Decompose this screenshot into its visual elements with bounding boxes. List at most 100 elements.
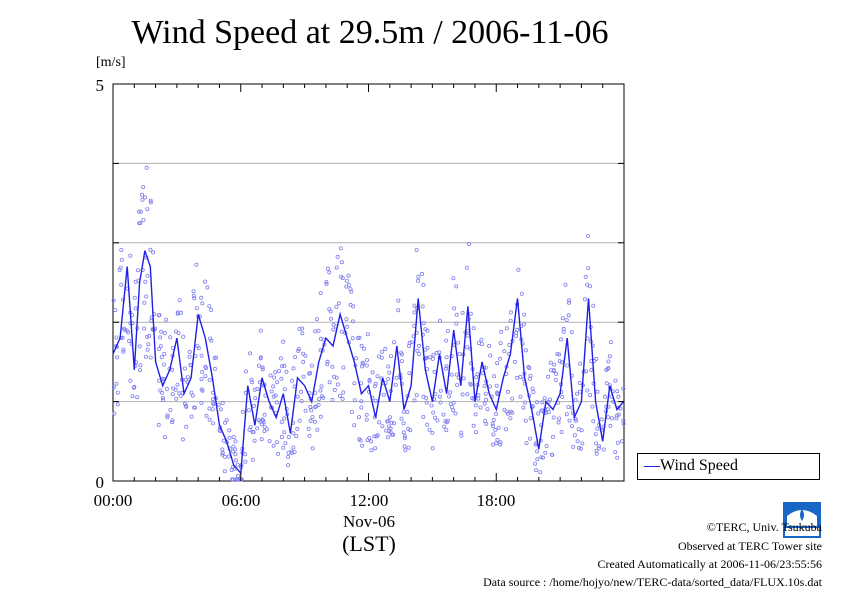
sample-point <box>349 409 354 414</box>
sample-point <box>396 308 401 313</box>
sample-point <box>273 370 278 375</box>
sample-point <box>391 340 396 345</box>
sample-point <box>441 412 446 417</box>
sample-point <box>205 285 210 290</box>
sample-point <box>502 349 507 354</box>
sample-point <box>252 403 257 408</box>
sample-point <box>174 396 179 401</box>
sample-point <box>518 374 523 379</box>
sample-point <box>510 396 515 401</box>
sample-point <box>610 416 615 421</box>
sample-point <box>299 398 304 403</box>
sample-point <box>248 425 253 430</box>
sample-point <box>282 430 287 435</box>
sample-point <box>534 468 539 473</box>
sample-point <box>171 386 176 391</box>
sample-point <box>194 262 199 267</box>
sample-point <box>222 469 227 474</box>
sample-point <box>454 284 459 289</box>
created-text: Created Automatically at 2006-11-06/23:5… <box>597 557 822 571</box>
sample-point <box>560 316 565 321</box>
sample-point <box>246 408 251 413</box>
sample-point <box>345 324 350 329</box>
sample-point <box>508 318 513 323</box>
sample-point <box>158 335 163 340</box>
sample-point <box>253 396 258 401</box>
sample-point <box>358 438 363 443</box>
sample-point <box>260 365 265 370</box>
sample-point <box>324 279 329 284</box>
sample-point <box>429 403 434 408</box>
x-date-label: Nov-06 <box>343 512 395 531</box>
sample-point <box>182 366 187 371</box>
sample-point <box>394 375 399 380</box>
sample-point <box>591 419 596 424</box>
sample-point <box>596 446 601 451</box>
sample-point <box>561 329 566 334</box>
sample-point <box>192 296 197 301</box>
sample-point <box>487 343 492 348</box>
sample-point <box>444 420 449 425</box>
sample-point <box>416 274 421 279</box>
sample-point <box>387 370 392 375</box>
sample-point <box>576 445 581 450</box>
sample-point <box>222 454 227 459</box>
sample-point <box>370 370 375 375</box>
sample-point <box>177 391 182 396</box>
sample-point <box>533 461 538 466</box>
sample-point <box>331 322 336 327</box>
sample-point <box>336 301 341 306</box>
sample-point <box>516 267 521 272</box>
sample-point <box>147 333 152 338</box>
sample-point <box>491 432 496 437</box>
sample-point <box>498 341 503 346</box>
source-text: Data source : /home/hojyo/new/TERC-data/… <box>483 575 822 589</box>
sample-point <box>522 400 527 405</box>
sample-point <box>621 386 626 391</box>
sample-point <box>365 438 370 443</box>
sample-point <box>454 321 459 326</box>
sample-point <box>551 367 556 372</box>
sample-point <box>492 374 497 379</box>
sample-point <box>565 363 570 368</box>
sample-point <box>111 298 116 303</box>
sample-point <box>115 355 120 360</box>
sample-point <box>548 360 553 365</box>
sample-point <box>279 419 284 424</box>
sample-point <box>255 386 260 391</box>
sample-point <box>401 409 406 414</box>
sample-point <box>182 401 187 406</box>
sample-point <box>211 401 216 406</box>
sample-point <box>460 310 465 315</box>
sample-point <box>308 370 313 375</box>
sample-point <box>117 267 122 272</box>
sample-point <box>490 421 495 426</box>
sample-point <box>272 375 277 380</box>
sample-point <box>162 351 167 356</box>
sample-point <box>369 439 374 444</box>
sample-point <box>303 353 308 358</box>
sample-point <box>293 354 298 359</box>
x-tick-1800: 18:00 <box>477 491 516 510</box>
sample-point <box>522 312 527 317</box>
sample-point <box>351 304 356 309</box>
sample-point <box>539 455 544 460</box>
sample-point <box>548 397 553 402</box>
sample-point <box>141 185 146 190</box>
sample-point <box>331 374 336 379</box>
sample-point <box>575 439 580 444</box>
sample-point <box>597 444 602 449</box>
sample-point <box>459 430 464 435</box>
sample-point <box>160 395 165 400</box>
sample-point <box>608 423 613 428</box>
sample-point <box>431 410 436 415</box>
sample-point <box>157 313 162 318</box>
sample-point <box>145 334 150 339</box>
sample-point <box>143 354 148 359</box>
sample-point <box>295 426 300 431</box>
sample-point <box>559 429 564 434</box>
sample-point <box>424 400 429 405</box>
sample-point <box>335 382 340 387</box>
sample-point <box>184 404 189 409</box>
sample-point <box>512 359 517 364</box>
